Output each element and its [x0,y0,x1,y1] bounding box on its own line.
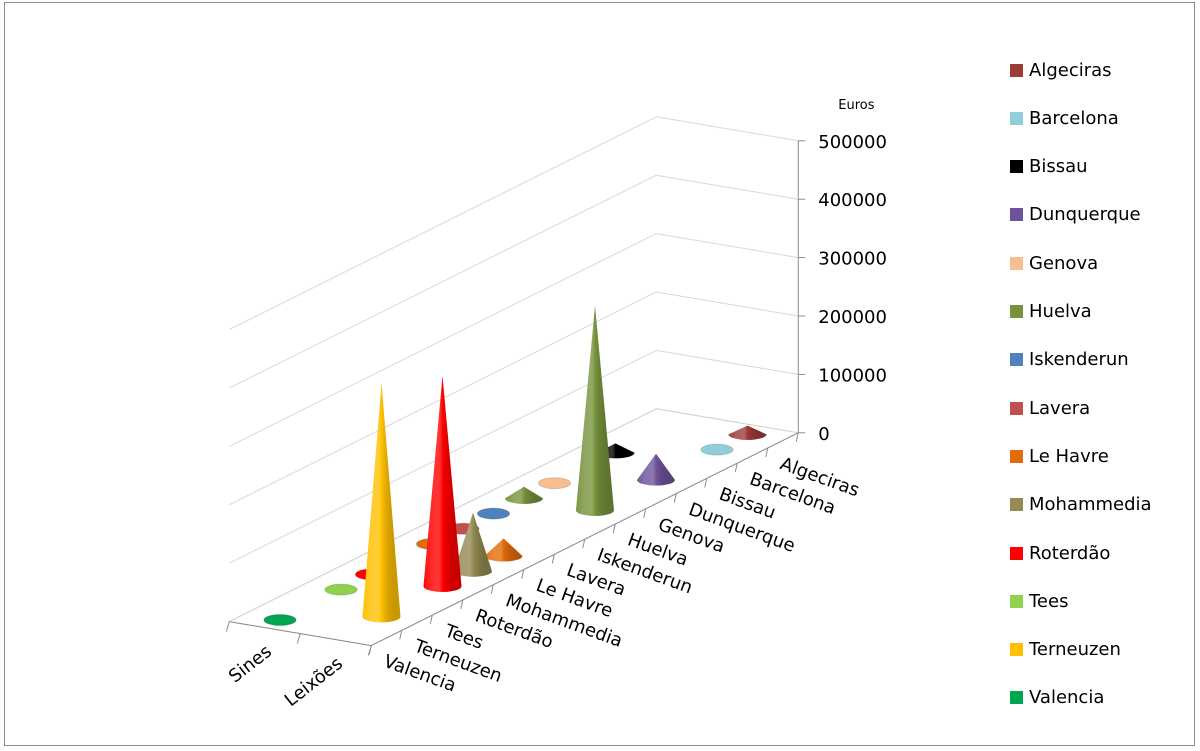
x-axis-tick-label: Sines [225,641,276,687]
legend-swatch [1010,256,1023,270]
y-axis-tick [765,447,769,458]
legend-item-genova: Genova [1010,251,1098,275]
legend-swatch [1010,449,1023,463]
cone-valencia-sines [263,614,297,626]
legend-label: Roterdão [1029,542,1111,564]
legend-item-dunquerque: Dunquerque [1010,203,1141,227]
y-axis-tick [704,478,708,488]
legend-item-roterdao: Roterdão [1010,541,1110,565]
legend-label: Algeciras [1029,59,1112,81]
legend-swatch [1010,63,1023,77]
y-axis-tick [551,554,555,564]
legend-label: Mohammedia [1029,494,1152,516]
legend-item-le-havre: Le Havre [1010,444,1109,468]
cone-genova-sines [537,477,572,490]
z-axis-tick-label: 200000 [818,307,887,328]
gridline-side [229,116,657,331]
x-axis-tick-label: Leixões [281,653,347,711]
y-axis-tick [399,630,403,640]
legend-label: Genova [1029,252,1099,274]
gridline-side [229,233,657,447]
legend-item-mohammedia: Mohammedia [1010,493,1152,517]
cone-iskenderun-sines [476,507,511,520]
legend-swatch [1010,111,1023,125]
legend-swatch [1010,160,1023,174]
legend-label: Lavera [1029,397,1091,419]
legend-label: Bissau [1029,156,1088,178]
legend-item-bissau: Bissau [1010,155,1088,179]
legend-swatch [1010,691,1023,705]
legend-swatch [1010,643,1023,657]
legend-label: Iskenderun [1029,349,1129,371]
x-axis-tick [225,621,230,632]
z-axis-tick-label: 400000 [818,190,887,211]
cone-terneuzen-leixoes [362,383,401,623]
cone-roterdao-leixoes [423,376,462,592]
legend-swatch [1010,498,1023,512]
cone-le-havre-leixoes [484,538,523,562]
cone-barcelona-leixoes [700,443,734,456]
y-axis-tick [795,432,799,442]
gridline-back [656,116,799,142]
legend-label: Tees [1029,590,1069,612]
y-axis-tick [734,463,738,473]
gridline-back [656,349,799,375]
y-axis-tick [582,539,586,549]
y-axis-tick [643,508,647,518]
y-axis-tick [521,569,525,579]
z-axis-unit-label: Euros [838,98,874,113]
gridline-back [656,174,799,200]
cone-dunquerque-leixoes [637,453,675,486]
gridline-back [656,291,799,317]
legend-item-valencia: Valencia [1010,686,1104,710]
cone-huelva-leixoes [576,306,614,516]
legend-item-huelva: Huelva [1010,300,1092,324]
legend-label: Valencia [1029,687,1105,709]
y-axis-tick [612,523,616,534]
legend-label: Huelva [1029,301,1092,322]
legend-swatch [1010,594,1023,608]
legend-label: Le Havre [1029,445,1109,467]
cone-huelva-sines [505,486,543,504]
z-axis-tick-label: 500000 [818,132,887,153]
legend-item-lavera: Lavera [1010,396,1090,420]
legend-swatch [1010,305,1023,318]
y-axis-line [371,432,799,647]
y-axis-tick [673,493,677,503]
legend-swatch [1010,401,1023,415]
cone-algeciras-leixoes [728,425,767,440]
legend-label: Terneuzen [1029,639,1121,661]
y-axis-tick [429,615,433,625]
legend-item-tees: Tees [1010,589,1068,613]
legend-swatch [1010,208,1023,222]
legend-item-terneuzen: Terneuzen [1010,638,1121,662]
legend-item-algeciras: Algeciras [1010,58,1112,82]
z-axis-tick-label: 300000 [818,249,887,270]
y-axis-tick [460,599,464,610]
cone-mohammedia-leixoes [454,512,492,577]
legend-label: Dunquerque [1029,204,1141,226]
chart-marks [263,306,767,626]
gridline-back [656,233,799,259]
legend-swatch [1010,353,1023,367]
x-axis-tick [296,633,301,644]
cone-tees-sines [324,583,358,596]
z-axis-tick-label: 0 [818,424,829,445]
legend-item-iskenderun: Iskenderun [1010,348,1129,372]
legend-swatch [1010,546,1023,560]
y-axis-tick [490,584,494,594]
z-axis-tick-label: 100000 [818,365,887,386]
y-axis-tick [368,645,372,655]
gridline-side [229,174,657,389]
legend-item-barcelona: Barcelona [1010,106,1119,130]
legend-label: Barcelona [1029,107,1119,129]
